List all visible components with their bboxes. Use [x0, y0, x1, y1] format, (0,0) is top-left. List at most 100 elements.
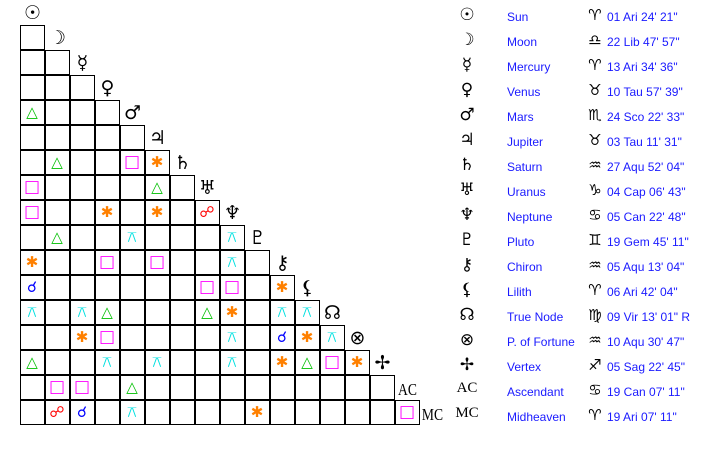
square-icon: □︎ — [48, 376, 66, 397]
square-icon: □︎ — [98, 326, 116, 347]
mercury-icon: ☿︎ — [461, 55, 473, 75]
pluto-icon: ♇︎ — [459, 230, 475, 250]
aspect-cell-neptune-sun: □︎ — [19, 199, 45, 225]
zodiac-sign-icon: ♊︎ — [588, 231, 602, 249]
chiron-icon: ⚷︎ — [460, 255, 474, 275]
trine-icon: △︎ — [51, 152, 63, 171]
aspect-cell-pluto-jupiter — [144, 224, 170, 250]
aspect-cell-ascendant-moon: □︎ — [44, 374, 70, 400]
planet-position: 22 Lib 47' 57" — [607, 35, 680, 49]
aspect-cell-ascendant-saturn — [169, 374, 195, 400]
sextile-icon: ✱︎ — [350, 352, 364, 371]
aspect-cell-jupiter-sun — [19, 124, 45, 150]
aspect-cell-ascendant-mercury: □︎ — [69, 374, 95, 400]
aspect-cell-vertex-jupiter: ⚻︎ — [144, 349, 170, 375]
lilith-icon: ⚸︎ — [460, 280, 474, 300]
planet-name: Saturn — [507, 160, 543, 174]
neptune-icon: ♆︎ — [459, 205, 475, 225]
aspect-cell-p-of-fortune-mars — [119, 324, 145, 350]
zodiac-sign-icon: ♒︎ — [588, 156, 602, 174]
planet-row-true-node: ☊︎ True Node ♍︎ 09 Vir 13' 01" R — [455, 305, 705, 330]
planet-row-pluto: ♇︎ Pluto ♊︎ 19 Gem 45' 11" — [455, 230, 705, 255]
planet-name: Jupiter — [507, 135, 544, 149]
aspect-cell-ascendant-sun — [19, 374, 45, 400]
aspect-cell-ascendant-jupiter — [144, 374, 170, 400]
square-icon: □︎ — [148, 251, 166, 272]
ascendant-icon: AC — [456, 380, 478, 396]
aspect-cell-moon-sun — [19, 24, 45, 50]
aspect-cell-ascendant-p-of-fortune — [344, 374, 370, 400]
aspect-cell-chiron-mercury — [69, 249, 95, 275]
aspect-cell-neptune-uranus: ☍︎ — [194, 199, 220, 225]
planet-name: Ascendant — [507, 385, 564, 399]
aspect-cell-vertex-moon — [44, 349, 70, 375]
planet-position: 01 Ari 24' 21" — [607, 10, 678, 24]
trine-icon: △︎ — [26, 352, 38, 371]
aspect-cell-true-node-jupiter — [144, 299, 170, 325]
p-of-fortune-icon: ⊗︎ — [459, 330, 475, 350]
planet-name: Neptune — [507, 210, 553, 224]
planet-position: 19 Gem 45' 11" — [607, 235, 689, 249]
aspect-cell-vertex-neptune: ⚻︎ — [219, 349, 245, 375]
aspect-cell-chiron-uranus — [194, 249, 220, 275]
aspect-cell-neptune-mars — [119, 199, 145, 225]
planet-position: 24 Sco 22' 33" — [607, 110, 685, 124]
aspect-cell-p-of-fortune-pluto — [244, 324, 270, 350]
planet-row-uranus: ♅︎ Uranus ♑︎ 04 Cap 06' 43" — [455, 180, 705, 205]
aspect-cell-saturn-moon: △︎ — [44, 149, 70, 175]
zodiac-sign-icon: ♐︎ — [588, 356, 602, 374]
quincunx-icon: ⚻︎ — [227, 327, 237, 346]
aspect-cell-true-node-lilith: ⚻︎ — [294, 299, 320, 325]
square-icon: □︎ — [98, 251, 116, 272]
zodiac-sign-icon: ♉︎ — [588, 131, 602, 149]
quincunx-icon: ⚻︎ — [227, 252, 237, 271]
square-icon: □︎ — [398, 401, 416, 422]
planet-name: Vertex — [507, 360, 542, 374]
aspect-cell-neptune-mercury — [69, 199, 95, 225]
planet-name: Mercury — [507, 60, 551, 74]
aspect-cell-jupiter-mercury — [69, 124, 95, 150]
aspect-cell-midheaven-pluto: ✱︎ — [244, 399, 270, 425]
quincunx-icon: ⚻︎ — [102, 352, 112, 371]
conjunction-icon: ☌︎ — [276, 327, 288, 346]
opposition-icon: ☍︎ — [49, 402, 65, 421]
aspect-cell-uranus-jupiter: △︎ — [144, 174, 170, 200]
planet-name: Lilith — [507, 285, 532, 299]
aspect-cell-pluto-mars: ⚻︎ — [119, 224, 145, 250]
aspect-cell-uranus-mercury — [69, 174, 95, 200]
aspect-cell-midheaven-jupiter — [144, 399, 170, 425]
zodiac-sign-icon: ♑︎ — [588, 181, 602, 199]
aspect-cell-saturn-mercury — [69, 149, 95, 175]
aspect-cell-uranus-sun: □︎ — [19, 174, 45, 200]
aspect-cell-pluto-sun — [19, 224, 45, 250]
aspect-cell-ascendant-neptune — [219, 374, 245, 400]
square-icon: □︎ — [223, 276, 241, 297]
aspect-cell-p-of-fortune-uranus — [194, 324, 220, 350]
sextile-icon: ✱︎ — [250, 402, 264, 421]
aspect-cell-chiron-neptune: ⚻︎ — [219, 249, 245, 275]
quincunx-icon: ⚻︎ — [277, 302, 287, 321]
aspect-cell-chiron-saturn — [169, 249, 195, 275]
planet-position: 27 Aqu 52' 04" — [607, 160, 685, 174]
aspect-cell-midheaven-true-node — [319, 399, 345, 425]
planet-row-lilith: ⚸︎ Lilith ♈︎ 06 Ari 42' 04" — [455, 280, 705, 305]
aspect-cell-lilith-neptune: □︎ — [219, 274, 245, 300]
planet-name: Pluto — [507, 235, 535, 249]
sextile-icon: ✱︎ — [150, 202, 164, 221]
aspect-cell-p-of-fortune-jupiter — [144, 324, 170, 350]
aspect-cell-true-node-uranus: △︎ — [194, 299, 220, 325]
aspect-cell-lilith-moon — [44, 274, 70, 300]
quincunx-icon: ⚻︎ — [152, 352, 162, 371]
trine-icon: △︎ — [151, 177, 163, 196]
vertex-icon: ✢︎ — [459, 355, 475, 375]
aspect-cell-uranus-moon — [44, 174, 70, 200]
planet-row-venus: ♀︎ Venus ♉︎ 10 Tau 57' 39" — [455, 80, 705, 105]
aspect-cell-vertex-p-of-fortune: ✱︎ — [344, 349, 370, 375]
aspect-cell-midheaven-mercury: ☌︎ — [69, 399, 95, 425]
true-node-icon: ☊︎ — [459, 305, 475, 325]
trine-icon: △︎ — [201, 302, 213, 321]
planet-name: P. of Fortune — [507, 335, 575, 349]
planet-row-jupiter: ♃︎ Jupiter ♉︎ 03 Tau 11' 31" — [455, 130, 705, 155]
aspect-cell-venus-moon — [44, 74, 70, 100]
planet-position: 03 Tau 11' 31" — [607, 135, 682, 149]
